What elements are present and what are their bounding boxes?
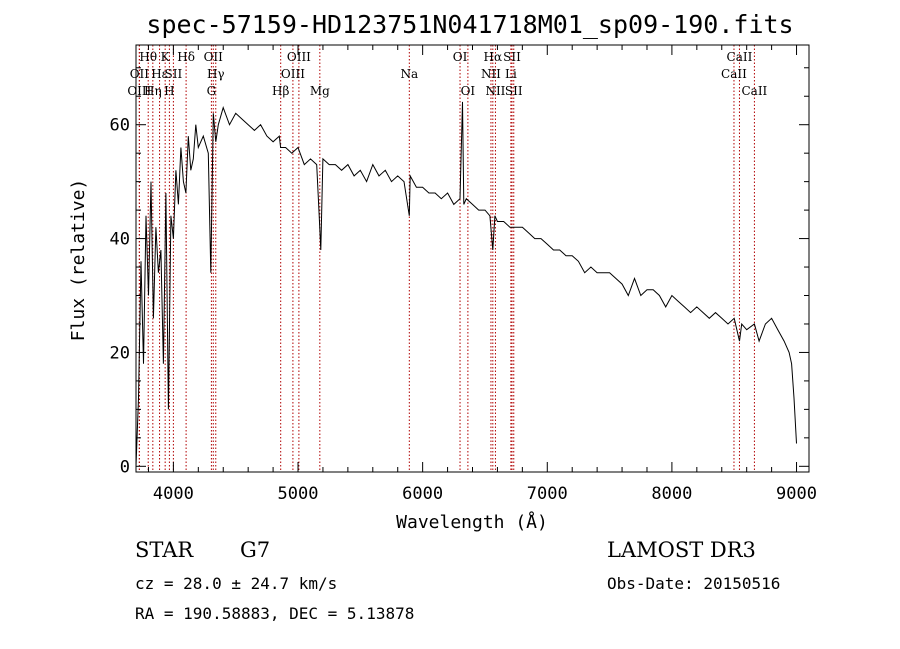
x-tick-label: 7000 xyxy=(527,484,568,504)
spectral-line-label: Hγ xyxy=(207,67,225,81)
x-axis-ticks: 4000 5000 6000 7000 8000 9000 xyxy=(147,45,817,504)
x-tick-label: 9000 xyxy=(776,484,817,504)
survey-name: LAMOST DR3 xyxy=(607,538,756,562)
spectral-line-markers xyxy=(138,45,755,472)
spectral-line-label: CaII xyxy=(727,50,753,64)
object-class: STAR xyxy=(135,538,194,562)
spectrum-line xyxy=(135,101,797,467)
spectral-line-label: OIII xyxy=(281,67,305,81)
spectral-line-label: OII xyxy=(130,67,150,81)
spectral-line-label: Li xyxy=(505,67,517,81)
obs-date: Obs-Date: 20150516 xyxy=(607,574,781,593)
object-subclass: G7 xyxy=(240,538,271,562)
y-tick-label: 60 xyxy=(110,116,130,136)
spectral-line-label: H xyxy=(164,84,174,98)
chart-title: spec-57159-HD123751N041718M01_sp09-190.f… xyxy=(146,10,793,39)
redshift-text: cz = 28.0 ± 24.7 km/s xyxy=(135,574,338,593)
y-tick-label: 20 xyxy=(110,343,130,363)
spectral-line-label: OII xyxy=(204,50,224,64)
spectral-line-label: K xyxy=(161,50,171,64)
x-tick-label: 8000 xyxy=(651,484,692,504)
plot-frame xyxy=(135,44,810,473)
spectral-line-label: Na xyxy=(400,67,418,81)
spectral-line-label: CaII xyxy=(721,67,747,81)
spectral-line-label: OI xyxy=(461,84,476,98)
x-tick-label: 6000 xyxy=(402,484,443,504)
spectral-line-label: Hα xyxy=(484,50,503,64)
spectral-line-label: Hβ xyxy=(272,84,289,98)
spectral-line-label: OI xyxy=(453,50,468,64)
spectral-line-label: OIII xyxy=(287,50,311,64)
spectral-line-label: CaII xyxy=(741,84,767,98)
spectral-line-label: Hθ xyxy=(139,50,157,64)
spectral-line-label: Hδ xyxy=(177,50,195,64)
spectral-line-label: NII xyxy=(485,84,505,98)
coordinates-text: RA = 190.58883, DEC = 5.13878 xyxy=(135,604,415,623)
spectral-line-label: SII xyxy=(505,84,523,98)
spectral-line-label: SII xyxy=(165,67,183,81)
x-tick-label: 4000 xyxy=(153,484,194,504)
y-tick-label: 40 xyxy=(110,230,130,250)
spectral-line-label: NII xyxy=(481,67,501,81)
x-axis-label: Wavelength (Å) xyxy=(396,511,548,533)
y-tick-label: 0 xyxy=(120,457,130,477)
spectral-line-label: Hη xyxy=(144,84,162,98)
spectral-line-label: OIII xyxy=(127,84,151,98)
spectral-line-label: Mg xyxy=(310,84,330,98)
spectrum-series xyxy=(135,101,797,467)
spectral-line-label: Hε xyxy=(151,67,168,81)
y-axis-label: Flux (relative) xyxy=(68,179,89,342)
y-axis-ticks: 0 20 40 60 xyxy=(110,67,809,477)
spectral-line-label: SII xyxy=(503,50,521,64)
x-tick-label: 5000 xyxy=(278,484,319,504)
spectral-line-label: G xyxy=(207,84,217,98)
